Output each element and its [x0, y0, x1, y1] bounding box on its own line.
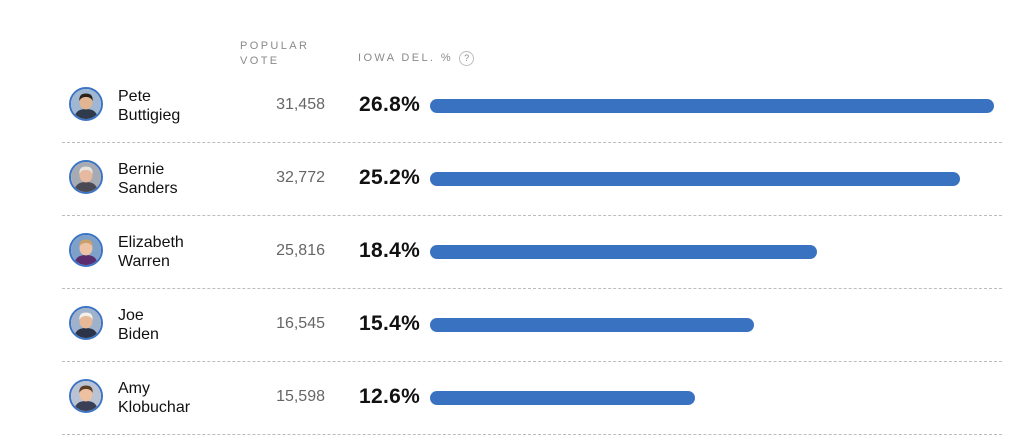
candidate-last-name: Biden [118, 326, 159, 343]
delegate-bar [430, 391, 696, 405]
candidate-row: Elizabeth Warren 25,816 18.4% [62, 216, 1002, 289]
candidate-name: Pete Buttigieg [118, 87, 180, 125]
candidate-avatar [69, 160, 103, 194]
popular-vote-header-line1: POPULAR [240, 40, 310, 52]
candidate-name: Bernie Sanders [118, 160, 178, 198]
table-header: POPULAR VOTE IOWA DEL. % ? [0, 0, 1036, 80]
delegate-percent-value: 15.4% [359, 312, 421, 335]
candidate-last-name: Klobuchar [118, 399, 191, 416]
delegate-bar [430, 172, 961, 186]
candidate-avatar [69, 233, 103, 267]
iowa-delegates-header-label: IOWA DEL. % [358, 52, 454, 64]
candidate-first-name: Joe [118, 307, 144, 324]
iowa-delegates-header: IOWA DEL. % ? [358, 50, 475, 66]
delegate-percent-value: 12.6% [359, 385, 421, 408]
delegate-percent-value: 26.8% [359, 93, 421, 116]
delegate-bar-track [430, 391, 994, 405]
delegate-percent-value: 25.2% [359, 166, 421, 189]
candidate-last-name: Sanders [118, 180, 178, 197]
help-icon[interactable]: ? [459, 50, 475, 66]
candidate-avatar [69, 379, 103, 413]
popular-vote-header: POPULAR VOTE [240, 39, 309, 69]
candidate-last-name: Warren [118, 253, 170, 270]
candidate-first-name: Amy [118, 380, 150, 397]
popular-vote-value: 16,545 [276, 315, 325, 332]
candidate-name: Elizabeth Warren [118, 233, 184, 271]
delegate-bar-track [430, 318, 994, 332]
popular-vote-value: 25,816 [276, 242, 325, 259]
delegate-bar [430, 99, 994, 113]
candidate-last-name: Buttigieg [118, 107, 181, 124]
candidate-name: Joe Biden [118, 306, 159, 344]
candidate-row: Joe Biden 16,545 15.4% [62, 289, 1002, 362]
candidate-name: Amy Klobuchar [118, 379, 190, 417]
delegate-bar [430, 245, 818, 259]
delegate-percent-value: 18.4% [359, 239, 421, 262]
candidate-avatar [69, 87, 103, 121]
delegate-bar [430, 318, 755, 332]
delegate-bar-track [430, 99, 994, 113]
delegate-bar-track [430, 172, 994, 186]
popular-vote-value: 31,458 [276, 96, 325, 113]
candidate-rows: Pete Buttigieg 31,458 26.8% Bernie Sanders 32,… [62, 70, 1002, 435]
candidate-first-name: Elizabeth [118, 234, 184, 251]
popular-vote-value: 15,598 [276, 388, 325, 405]
delegate-bar-track [430, 245, 994, 259]
candidate-row: Pete Buttigieg 31,458 26.8% [62, 70, 1002, 143]
candidate-first-name: Pete [118, 88, 151, 105]
candidate-row: Bernie Sanders 32,772 25.2% [62, 143, 1002, 216]
popular-vote-value: 32,772 [276, 169, 325, 186]
candidate-avatar [69, 306, 103, 340]
candidate-row: Amy Klobuchar 15,598 12.6% [62, 362, 1002, 435]
popular-vote-header-line2: VOTE [240, 55, 280, 67]
candidate-first-name: Bernie [118, 161, 165, 178]
